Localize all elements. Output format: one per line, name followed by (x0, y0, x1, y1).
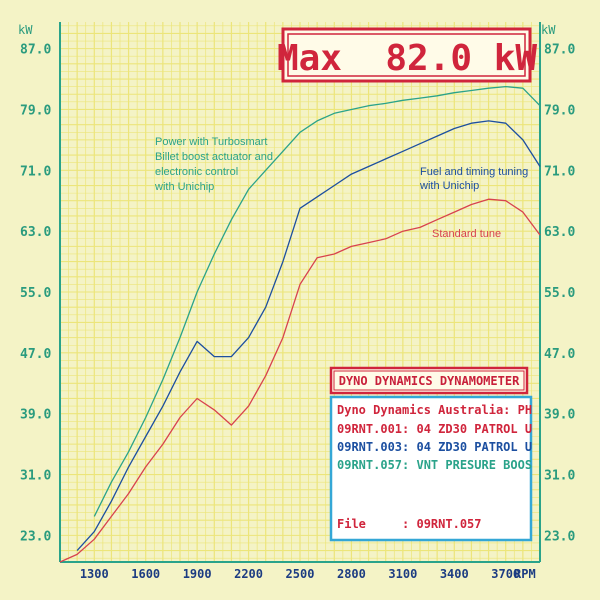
y-tick-label: 31.0 (544, 469, 575, 484)
annotation-green-line: Billet boost actuator and (155, 151, 273, 163)
x-tick-label: 3100 (388, 567, 417, 581)
y-tick-label: 63.0 (20, 225, 51, 240)
y-tick-label: 23.0 (544, 529, 575, 544)
y-unit-left: kW (18, 23, 33, 37)
y-tick-label: 79.0 (544, 103, 575, 118)
y-tick-label: 23.0 (20, 529, 51, 544)
y-tick-label: 39.0 (20, 408, 51, 423)
y-tick-label: 87.0 (20, 43, 51, 58)
y-tick-label: 39.0 (544, 408, 575, 423)
info-line-run-003: 09RNT.003: 04 ZD30 PATROL U (337, 440, 532, 454)
y-tick-label: 71.0 (20, 164, 51, 179)
y-tick-label: 55.0 (20, 286, 51, 301)
chart-axes (59, 22, 541, 563)
y-tick-label: 47.0 (544, 347, 575, 362)
x-tick-label: 1300 (80, 567, 109, 581)
series-line-0 (93, 85, 541, 517)
series-annotations: Power with Turbosmart Billet boost actuat… (154, 136, 528, 240)
x-tick-labels: 1300 1600 1900 2200 2500 2800 3100 3400 3700 (80, 567, 520, 581)
max-power-label: Max 82.0 kW (277, 38, 537, 79)
series-line-1 (76, 120, 541, 552)
y-tick-label: 79.0 (20, 103, 51, 118)
x-axis-label: RPM (514, 567, 536, 581)
y-tick-label: 71.0 (544, 164, 575, 179)
y-tick-label: 63.0 (544, 225, 575, 240)
info-line-run-057: 09RNT.057: VNT PRESURE BOOS (337, 458, 532, 472)
y-tick-label: 31.0 (20, 469, 51, 484)
info-line-company: Dyno Dynamics Australia: PH (337, 403, 532, 417)
annotation-red-line: Standard tune (432, 228, 501, 240)
x-tick-label: 2800 (337, 567, 366, 581)
x-tick-label: 1600 (131, 567, 160, 581)
info-file-line: File : 09RNT.057 (337, 517, 482, 531)
annotation-blue-line: Fuel and timing tuning (420, 166, 528, 178)
y-tick-label: 55.0 (544, 286, 575, 301)
y-tick-labels-right: 23.0 31.0 39.0 47.0 55.0 63.0 71.0 79.0 87.0 (544, 43, 575, 545)
info-header: DYNO DYNAMICS DYNAMOMETER (339, 374, 520, 388)
max-power-box: Max 82.0 kW (277, 27, 537, 83)
x-tick-label: 1900 (183, 567, 212, 581)
series-line-2 (59, 198, 541, 563)
dyno-info-panel: DYNO DYNAMICS DYNAMOMETER Dyno Dynamics … (329, 366, 533, 542)
x-tick-label: 3400 (440, 567, 469, 581)
y-unit-right: kW (541, 23, 556, 37)
y-tick-labels-left: 23.0 31.0 39.0 47.0 55.0 63.0 71.0 79.0 87.0 (20, 43, 51, 545)
y-tick-label: 87.0 (544, 43, 575, 58)
annotation-green-line: electronic control (155, 166, 238, 178)
x-tick-label: 2500 (286, 567, 315, 581)
x-tick-label: 3700 (491, 567, 520, 581)
annotation-green-line: Power with Turbosmart (155, 136, 267, 148)
annotation-blue-line: with Unichip (419, 180, 479, 192)
info-line-run-001: 09RNT.001: 04 ZD30 PATROL U (337, 422, 532, 436)
y-tick-label: 47.0 (20, 347, 51, 362)
annotation-green-line: with Unichip (154, 181, 214, 193)
x-tick-label: 2200 (234, 567, 263, 581)
series-lines (59, 85, 541, 563)
